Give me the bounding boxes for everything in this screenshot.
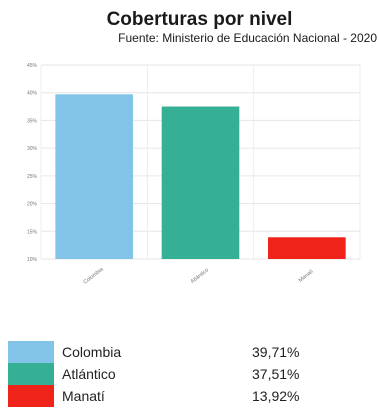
y-tick-label: 30% (27, 146, 38, 152)
legend-item-colombia: Colombia 39,71% (8, 341, 348, 363)
y-tick-label: 15% (27, 229, 38, 235)
legend-swatch-manati (8, 385, 54, 407)
x-tick-label: Manatí (298, 268, 315, 283)
legend-swatch-colombia (8, 341, 54, 363)
y-tick-label: 25% (27, 174, 38, 180)
x-tick-label: Atlántico (190, 267, 210, 285)
legend-value-manati: 13,92% (252, 388, 300, 404)
y-tick-label: 10% (27, 257, 38, 263)
bar-manati (268, 237, 346, 259)
legend-swatch-atlantico (8, 363, 54, 385)
legend-item-atlantico: Atlántico 37,51% (8, 363, 348, 385)
bar-atlantico (161, 106, 240, 260)
legend-item-manati: Manatí 13,92% (8, 385, 348, 407)
y-tick-label: 20% (27, 202, 38, 208)
y-tick-label: 35% (27, 118, 38, 124)
legend: Colombia 39,71% Atlántico 37,51% Manatí … (8, 341, 348, 407)
x-tick-label: Colombia (83, 266, 106, 286)
legend-label-atlantico: Atlántico (62, 366, 116, 382)
y-tick-label: 45% (27, 63, 38, 69)
y-tick-label: 40% (27, 91, 38, 97)
chart-title: Coberturas por nivel (106, 9, 293, 30)
legend-label-manati: Manatí (62, 388, 105, 404)
chart-subtitle: Fuente: Ministerio de Educación Nacional… (118, 31, 377, 45)
legend-value-atlantico: 37,51% (252, 366, 300, 382)
legend-value-colombia: 39,71% (252, 344, 300, 360)
legend-label-colombia: Colombia (62, 344, 122, 360)
bar-colombia (55, 94, 133, 259)
bar-chart: 10% 15% 20% 25% 30% 35% 40% 45% Colombia Atlántic… (27, 63, 361, 286)
